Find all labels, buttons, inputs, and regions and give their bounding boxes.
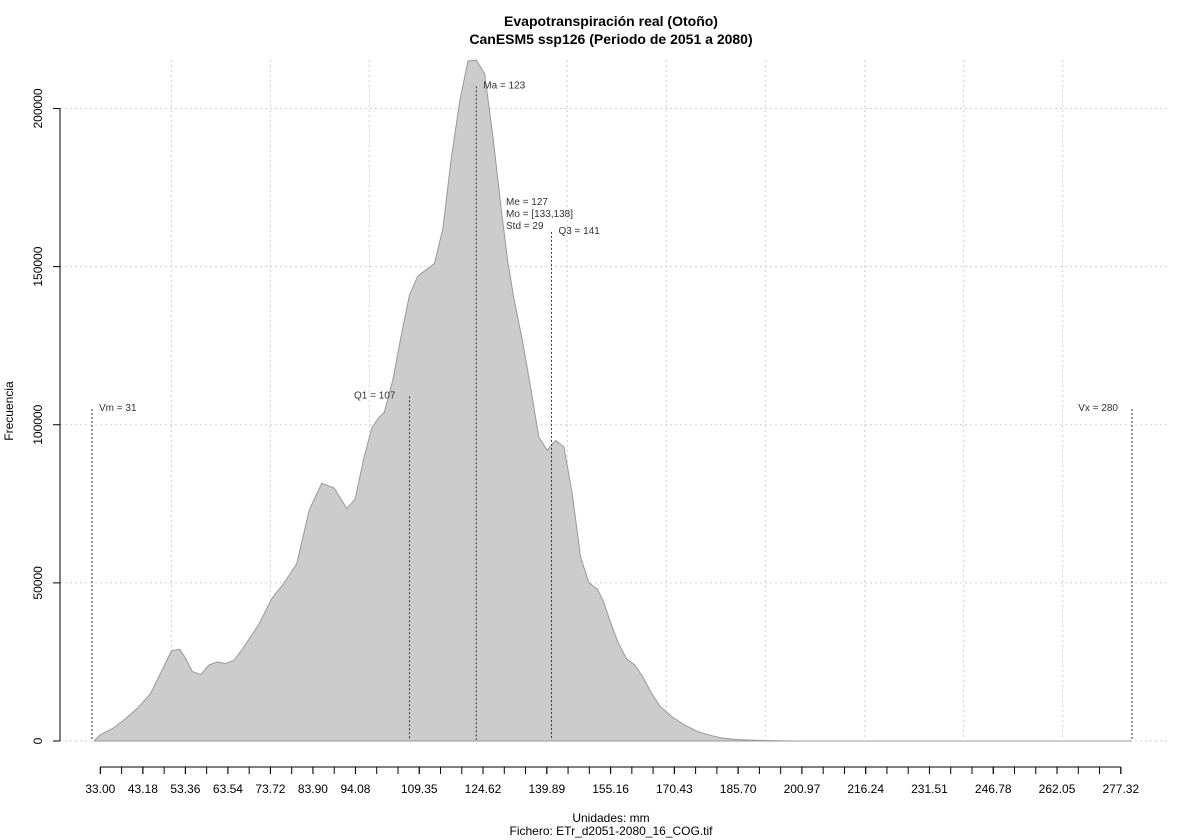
marker-label-0: Vm = 31 — [99, 403, 137, 414]
y-tick-label-1: 50000 — [31, 566, 45, 600]
x-tick-label-14: 216.24 — [847, 782, 884, 796]
x-tick-label-4: 73.72 — [255, 782, 285, 796]
density-area — [93, 59, 1132, 742]
chart-subtitle: CanESM5 ssp126 (Periodo de 2051 a 2080) — [469, 31, 752, 47]
x-tick-label-7: 109.35 — [401, 782, 438, 796]
y-tick-label-0: 0 — [31, 737, 45, 744]
x-tick-label-9: 139.89 — [528, 782, 565, 796]
x-tick-label-11: 170.43 — [656, 782, 693, 796]
marker-label-1: Q1 = 107 — [354, 390, 396, 401]
x-tick-label-16: 246.78 — [975, 782, 1012, 796]
x-tick-label-6: 94.08 — [340, 782, 370, 796]
x-tick-label-13: 200.97 — [784, 782, 821, 796]
x-tick-label-2: 53.36 — [170, 782, 200, 796]
x-tick-label-8: 124.62 — [465, 782, 502, 796]
y-tick-label-2: 100000 — [31, 404, 45, 444]
y-axis-label: Frecuencia — [2, 381, 16, 441]
x-tick-label-3: 63.54 — [213, 782, 243, 796]
stat-mode: Mo = [133,138] — [506, 209, 573, 220]
x-tick-label-0: 33.00 — [85, 782, 115, 796]
x-tick-label-15: 231.51 — [911, 782, 948, 796]
x-tick-label-10: 155.16 — [592, 782, 629, 796]
x-axis-label: Unidades: mm — [572, 811, 649, 825]
marker-label-3: Q3 = 141 — [558, 226, 600, 237]
footer-filename: Fichero: ETr_d2051-2080_16_COG.tif — [510, 824, 714, 838]
x-tick-label-18: 277.32 — [1102, 782, 1139, 796]
stat-std: Std = 29 — [506, 221, 544, 232]
area-layer — [93, 59, 1132, 742]
x-tick-label-17: 262.05 — [1039, 782, 1076, 796]
x-tick-label-5: 83.90 — [298, 782, 328, 796]
chart-title: Evapotranspiración real (Otoño) — [504, 13, 718, 29]
axes-layer: 0 50000 100000 150000 200000 33.00 43.18 53.36 6… — [31, 88, 1139, 796]
x-tick-label-1: 43.18 — [128, 782, 158, 796]
y-tick-label-4: 200000 — [31, 88, 45, 128]
marker-label-4: Vx = 280 — [1078, 403, 1118, 414]
x-tick-label-12: 185.70 — [720, 782, 757, 796]
marker-label-2: Ma = 123 — [483, 80, 525, 91]
y-tick-label-3: 150000 — [31, 246, 45, 286]
marker-layer: Vm = 31 Q1 = 107 Ma = 123 Q3 = 141 Vx = 280 — [91, 80, 1133, 740]
stat-median: Me = 127 — [506, 197, 548, 208]
